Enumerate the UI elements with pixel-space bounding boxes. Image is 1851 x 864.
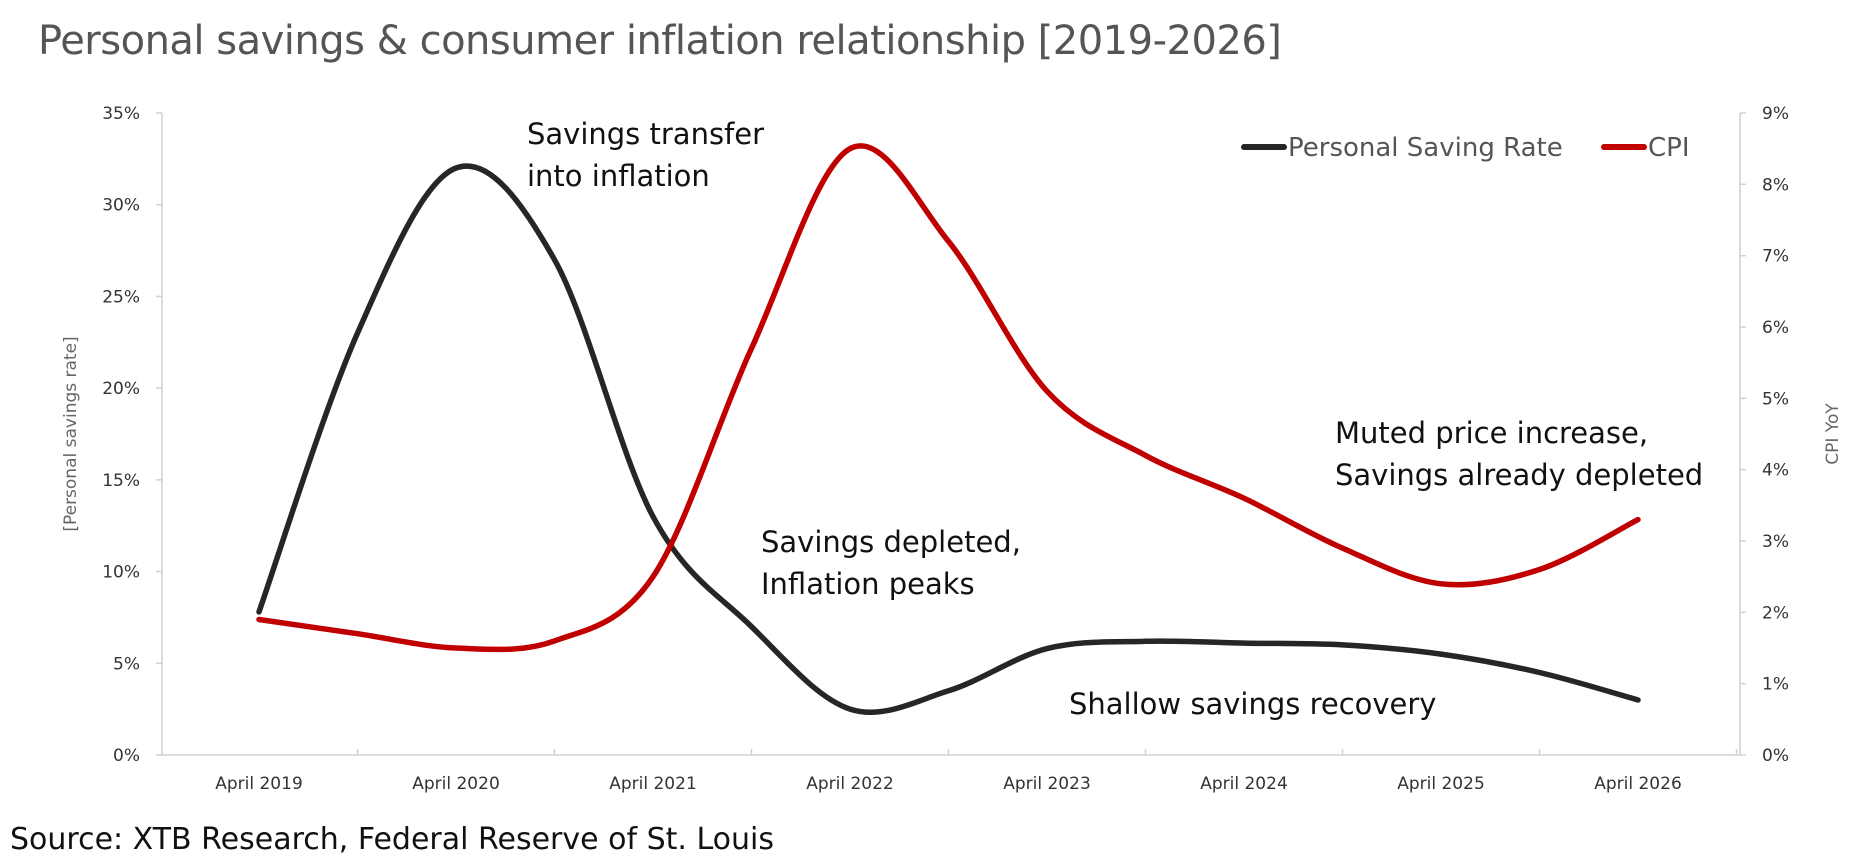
x-tick-label: April 2026: [1594, 774, 1682, 794]
right-tick-label: 1%: [1762, 675, 1789, 695]
x-tick-label: April 2023: [1003, 774, 1091, 794]
right-axis-title: CPI YoY: [1823, 403, 1843, 465]
annotation-1: Savings transfer into inflation: [527, 117, 764, 193]
annotation-line: Shallow savings recovery: [1069, 687, 1436, 721]
annotation-3: Shallow savings recovery: [1069, 687, 1436, 721]
left-tick-label: 10%: [102, 563, 140, 583]
x-tick-label: April 2025: [1397, 774, 1485, 794]
x-tick-label: April 2019: [215, 774, 303, 794]
left-tick-label: 30%: [102, 196, 140, 216]
left-tick-label: 15%: [102, 471, 140, 491]
series-layer: [256, 143, 1641, 715]
left-tick-label: 20%: [102, 379, 140, 399]
annotation-line: Inflation peaks: [761, 567, 975, 601]
left-tick-label: 25%: [102, 287, 140, 307]
left-tick-label: 35%: [102, 104, 140, 124]
legend-label-personal-saving-rate: Personal Saving Rate: [1288, 133, 1563, 163]
left-axis-title: [Personal savings rate]: [61, 336, 81, 531]
right-tick-label: 6%: [1762, 318, 1789, 338]
legend-label-cpi: CPI: [1648, 133, 1690, 163]
annotation-2: Savings depleted, Inflation peaks: [761, 525, 1021, 601]
right-tick-label: 4%: [1762, 461, 1789, 481]
annotation-line: Savings already depleted: [1335, 458, 1703, 492]
right-tick-label: 8%: [1762, 175, 1789, 195]
axes: 0% 5% 10% 15% 20% 25% 30% 35% 0% 1% 2% 3% 4% 5% 6% 7% 8%…: [61, 104, 1843, 794]
right-tick-label: 3%: [1762, 532, 1789, 552]
right-tick-label: 9%: [1762, 104, 1789, 124]
annotation-4: Muted price increase, Savings already dep…: [1335, 416, 1703, 492]
annotations: Savings transfer into inflation Savings de…: [527, 117, 1703, 721]
annotation-line: Savings depleted,: [761, 525, 1021, 559]
right-tick-label: 7%: [1762, 247, 1789, 267]
x-tick-label: April 2024: [1200, 774, 1288, 794]
right-tick-label: 2%: [1762, 603, 1789, 623]
series-line-cpi: [256, 143, 1641, 653]
left-tick-label: 5%: [113, 654, 140, 674]
x-tick-label: April 2020: [412, 774, 500, 794]
annotation-line: Savings transfer: [527, 117, 764, 151]
left-tick-label: 0%: [113, 746, 140, 766]
chart-title: Personal savings & consumer inflation re…: [38, 18, 1282, 64]
right-tick-label: 0%: [1762, 746, 1789, 766]
source-note: Source: XTB Research, Federal Reserve of…: [10, 822, 774, 857]
series-line-personal-saving-rate: [256, 163, 1641, 715]
annotation-line: into inflation: [527, 159, 710, 193]
annotation-line: Muted price increase,: [1335, 416, 1648, 450]
right-tick-label: 5%: [1762, 389, 1789, 409]
legend: Personal Saving Rate CPI: [1241, 133, 1690, 163]
x-tick-label: April 2022: [806, 774, 894, 794]
x-tick-label: April 2021: [609, 774, 697, 794]
